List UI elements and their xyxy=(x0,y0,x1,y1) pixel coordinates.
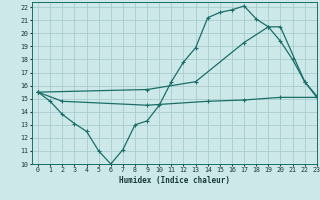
X-axis label: Humidex (Indice chaleur): Humidex (Indice chaleur) xyxy=(119,176,230,185)
